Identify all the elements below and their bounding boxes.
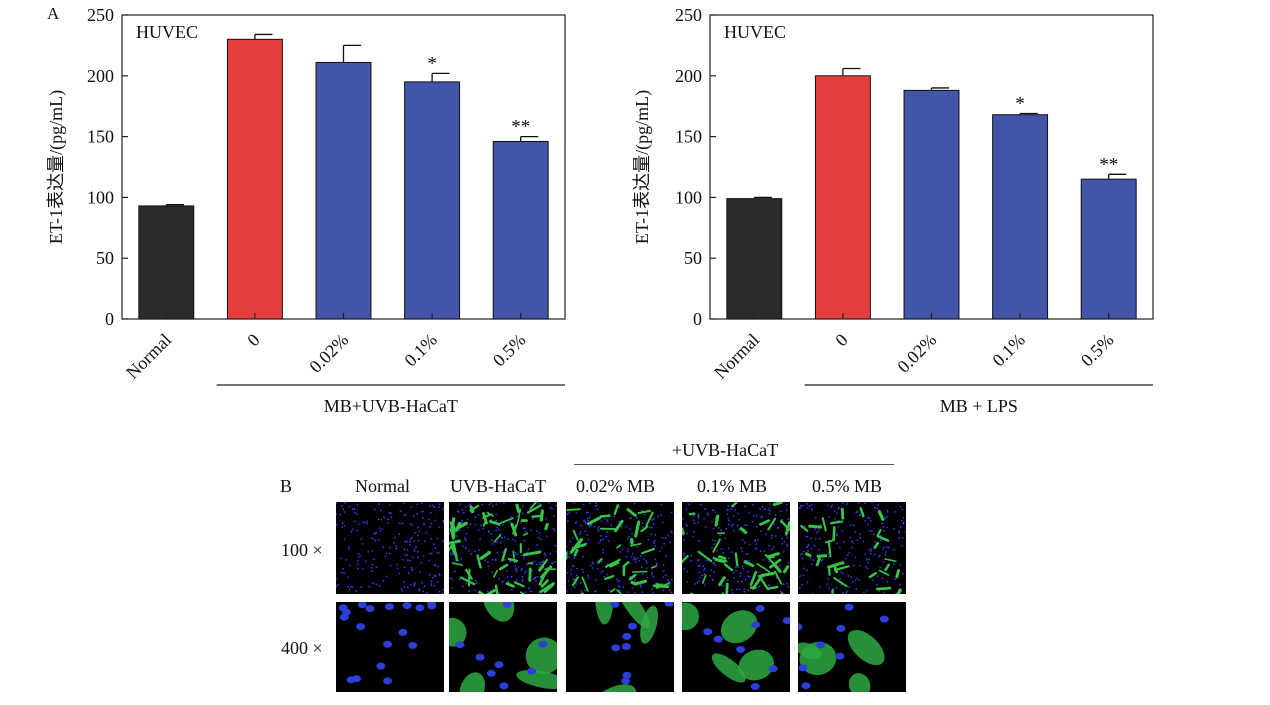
bar bbox=[138, 205, 195, 320]
y-tick-label: 250 bbox=[87, 5, 114, 25]
y-tick-label: 150 bbox=[675, 127, 702, 147]
group-label: MB+UVB-HaCaT bbox=[324, 396, 458, 416]
x-tick-label: 0.02% bbox=[893, 330, 940, 377]
row-label-400x: 400 × bbox=[281, 638, 323, 658]
bar bbox=[903, 89, 960, 320]
micrograph-image bbox=[682, 502, 790, 594]
significance-mark: * bbox=[1015, 93, 1025, 114]
y-tick-label: 200 bbox=[675, 66, 702, 86]
micrograph-image bbox=[798, 502, 906, 594]
y-tick-label: 200 bbox=[87, 66, 114, 86]
significance-mark: * bbox=[427, 53, 437, 74]
micrograph-image bbox=[566, 502, 674, 594]
x-tick-label: 0 bbox=[831, 330, 852, 351]
group-header-line bbox=[574, 464, 894, 465]
x-tick-label: 0.5% bbox=[489, 330, 530, 371]
col-label-05: 0.5% MB bbox=[812, 476, 883, 496]
inset-label: HUVEC bbox=[136, 22, 198, 42]
x-tick-label: 0.5% bbox=[1077, 330, 1118, 371]
x-tick-label: 0.1% bbox=[400, 330, 441, 371]
micrograph-image bbox=[682, 602, 790, 692]
col-label-01: 0.1% MB bbox=[697, 476, 768, 496]
row-label-100x: 100 × bbox=[281, 540, 323, 560]
significance-mark: ** bbox=[1099, 154, 1118, 175]
bar bbox=[404, 81, 461, 320]
bar bbox=[315, 61, 372, 320]
bar bbox=[726, 198, 783, 320]
micrograph-image bbox=[336, 502, 444, 594]
y-tick-label: 100 bbox=[87, 187, 114, 207]
bar bbox=[992, 114, 1049, 320]
micrograph-image bbox=[798, 602, 906, 692]
inset-label: HUVEC bbox=[724, 22, 786, 42]
x-tick-label: Normal bbox=[710, 330, 763, 383]
bar bbox=[814, 75, 871, 320]
x-tick-label: 0.1% bbox=[988, 330, 1029, 371]
col-label-normal: Normal bbox=[355, 476, 410, 496]
micrograph-image bbox=[566, 602, 674, 692]
significance-mark: ** bbox=[511, 117, 530, 138]
y-tick-label: 150 bbox=[87, 127, 114, 147]
y-tick-label: 250 bbox=[675, 5, 702, 25]
micrograph-image bbox=[449, 502, 557, 594]
y-tick-label: 50 bbox=[96, 248, 114, 268]
group-label: MB + LPS bbox=[940, 396, 1018, 416]
col-label-002: 0.02% MB bbox=[576, 476, 656, 496]
y-tick-label: 50 bbox=[684, 248, 702, 268]
x-tick-label: Normal bbox=[122, 330, 175, 383]
bar bbox=[226, 38, 283, 320]
panel-b-label: B bbox=[280, 476, 293, 496]
y-axis-label: ET-1表达量/(pg/mL) bbox=[46, 90, 67, 244]
group-header: +UVB-HaCaT bbox=[672, 440, 779, 460]
bar-charts: 0 50 100 150 200 250 ET-1表达量/(pg/mL) HUVEC Norma… bbox=[46, 5, 1154, 416]
micrograph-image bbox=[449, 602, 557, 692]
bar bbox=[1080, 178, 1137, 320]
y-tick-label: 0 bbox=[105, 309, 114, 329]
micrograph-image bbox=[336, 602, 444, 692]
x-tick-label: 0 bbox=[243, 330, 264, 351]
y-tick-label: 100 bbox=[675, 187, 702, 207]
col-label-uvb: UVB-HaCaT bbox=[450, 476, 546, 496]
x-tick-label: 0.02% bbox=[305, 330, 352, 377]
bar bbox=[492, 140, 549, 320]
y-tick-label: 0 bbox=[693, 309, 702, 329]
y-axis-label: ET-1表达量/(pg/mL) bbox=[632, 90, 653, 244]
panel-a-label: A bbox=[47, 4, 60, 23]
